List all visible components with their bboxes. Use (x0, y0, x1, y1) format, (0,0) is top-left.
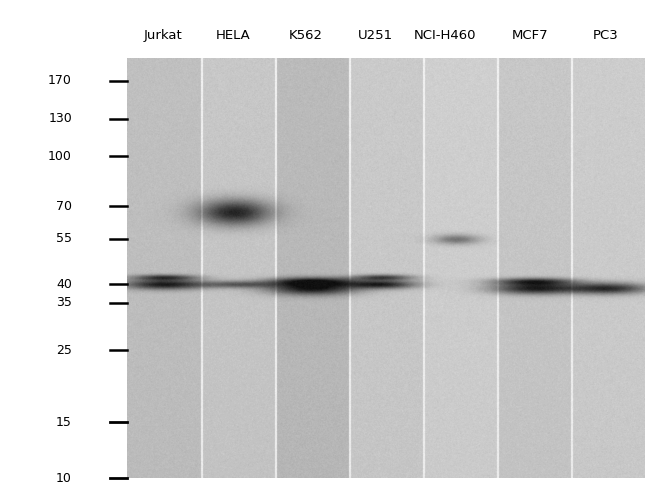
Text: 55: 55 (56, 233, 72, 246)
Text: HELA: HELA (216, 29, 250, 42)
Text: NCI-H460: NCI-H460 (414, 29, 476, 42)
Text: U251: U251 (358, 29, 393, 42)
Text: PC3: PC3 (593, 29, 619, 42)
Text: 130: 130 (48, 112, 72, 126)
Text: MCF7: MCF7 (512, 29, 549, 42)
Text: 25: 25 (56, 344, 72, 356)
Text: 40: 40 (56, 278, 72, 291)
Text: 170: 170 (48, 75, 72, 88)
Text: K562: K562 (289, 29, 323, 42)
Text: 35: 35 (56, 297, 72, 309)
Text: 70: 70 (56, 199, 72, 212)
Text: 10: 10 (56, 472, 72, 485)
Text: 15: 15 (56, 415, 72, 429)
Text: Jurkat: Jurkat (144, 29, 183, 42)
Text: 100: 100 (48, 149, 72, 162)
